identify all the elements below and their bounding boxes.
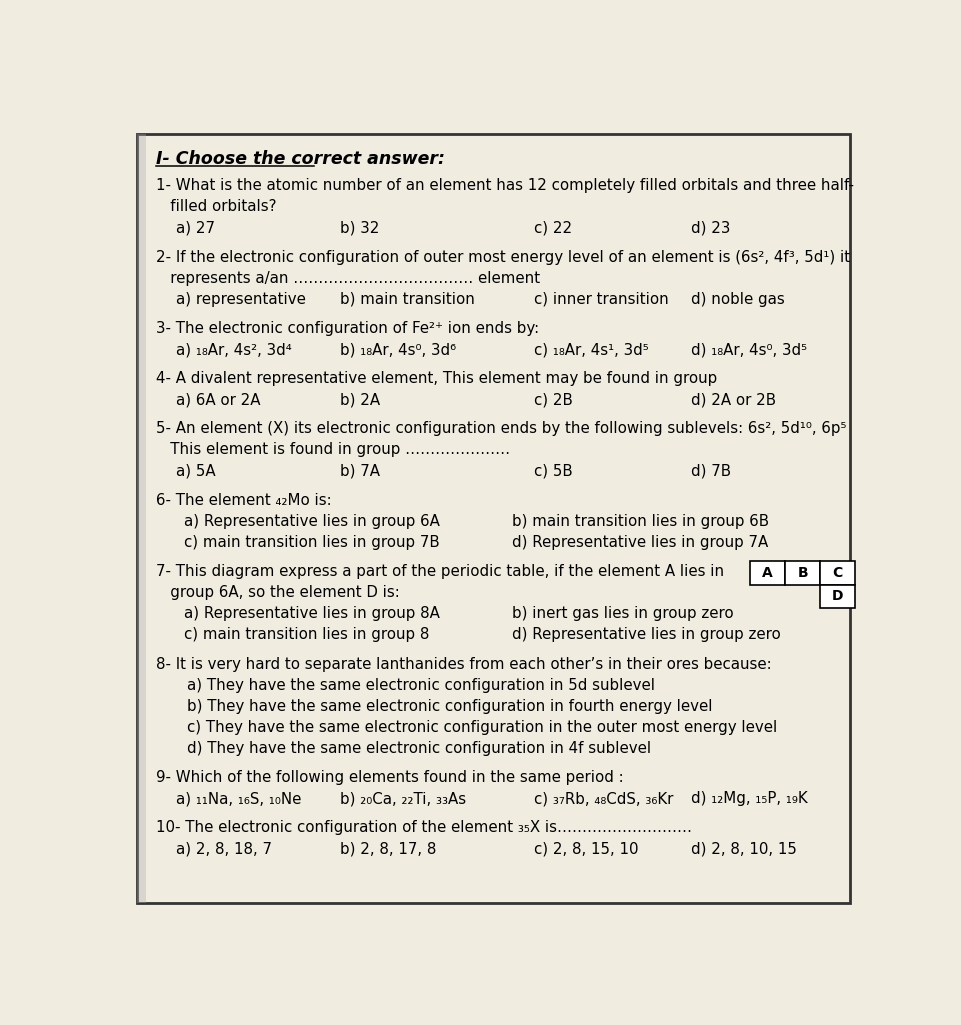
Text: a) 6A or 2A: a) 6A or 2A — [176, 393, 260, 407]
Text: D: D — [831, 589, 843, 604]
Text: b) inert gas lies in group zero: b) inert gas lies in group zero — [511, 607, 732, 621]
Text: a) 2, 8, 18, 7: a) 2, 8, 18, 7 — [176, 842, 272, 857]
Text: d) They have the same electronic configuration in 4f sublevel: d) They have the same electronic configu… — [187, 741, 651, 756]
Bar — [784, 561, 820, 584]
Text: B: B — [797, 566, 807, 580]
Text: 9- Which of the following elements found in the same period :: 9- Which of the following elements found… — [156, 770, 623, 785]
Text: c) 5B: c) 5B — [533, 463, 572, 479]
Text: b) 2, 8, 17, 8: b) 2, 8, 17, 8 — [340, 842, 436, 857]
Text: c) inner transition: c) inner transition — [533, 292, 668, 306]
Text: b) ₁₈Ar, 4s⁰, 3d⁶: b) ₁₈Ar, 4s⁰, 3d⁶ — [340, 342, 456, 357]
Text: d) 2A or 2B: d) 2A or 2B — [690, 393, 775, 407]
Text: c) They have the same electronic configuration in the outer most energy level: c) They have the same electronic configu… — [187, 720, 776, 735]
Text: represents a/an ……………………………… element: represents a/an ……………………………… element — [156, 271, 539, 286]
Text: b) 2A: b) 2A — [340, 393, 380, 407]
Text: 10- The electronic configuration of the element ₃₅X is………………………: 10- The electronic configuration of the … — [156, 820, 691, 835]
Text: d) Representative lies in group 7A: d) Representative lies in group 7A — [511, 535, 767, 550]
Text: a) ₁₈Ar, 4s², 3d⁴: a) ₁₈Ar, 4s², 3d⁴ — [176, 342, 291, 357]
Text: d) Representative lies in group zero: d) Representative lies in group zero — [511, 627, 779, 643]
Text: 6- The element ₄₂Mo is:: 6- The element ₄₂Mo is: — [156, 493, 332, 507]
Text: filled orbitals?: filled orbitals? — [156, 200, 276, 214]
Text: c) 2B: c) 2B — [533, 393, 573, 407]
Text: a) ₁₁Na, ₁₆S, ₁₀Ne: a) ₁₁Na, ₁₆S, ₁₀Ne — [176, 791, 301, 807]
Bar — [820, 584, 854, 608]
Text: d) 23: d) 23 — [690, 220, 729, 236]
Text: 4- A divalent representative element, This element may be found in group: 4- A divalent representative element, Th… — [156, 371, 717, 386]
Bar — [820, 561, 854, 584]
Text: I- Choose the correct answer:: I- Choose the correct answer: — [156, 150, 445, 168]
Text: d) 7B: d) 7B — [690, 463, 730, 479]
Text: a) 27: a) 27 — [176, 220, 215, 236]
Text: b) 7A: b) 7A — [340, 463, 380, 479]
Text: b) main transition lies in group 6B: b) main transition lies in group 6B — [511, 514, 768, 529]
Bar — [136, 134, 146, 903]
Bar — [750, 561, 784, 584]
Text: c) 22: c) 22 — [533, 220, 572, 236]
Text: 5- An element (X) its electronic configuration ends by the following sublevels: : 5- An element (X) its electronic configu… — [156, 421, 846, 437]
Text: c) 2, 8, 15, 10: c) 2, 8, 15, 10 — [533, 842, 638, 857]
Text: A: A — [762, 566, 773, 580]
Text: 8- It is very hard to separate lanthanides from each other’s in their ores becau: 8- It is very hard to separate lanthanid… — [156, 657, 771, 671]
Text: b) They have the same electronic configuration in fourth energy level: b) They have the same electronic configu… — [187, 699, 712, 713]
Text: c) main transition lies in group 7B: c) main transition lies in group 7B — [184, 535, 439, 550]
Text: c) main transition lies in group 8: c) main transition lies in group 8 — [184, 627, 429, 643]
Text: c) ₁₈Ar, 4s¹, 3d⁵: c) ₁₈Ar, 4s¹, 3d⁵ — [533, 342, 648, 357]
Text: d) ₁₂Mg, ₁₅P, ₁₉K: d) ₁₂Mg, ₁₅P, ₁₉K — [690, 791, 806, 807]
Text: a) Representative lies in group 8A: a) Representative lies in group 8A — [184, 607, 439, 621]
Text: b) ₂₀Ca, ₂₂Ti, ₃₃As: b) ₂₀Ca, ₂₂Ti, ₃₃As — [340, 791, 466, 807]
Text: 7- This diagram express a part of the periodic table, if the element A lies in: 7- This diagram express a part of the pe… — [156, 564, 724, 579]
Text: a) Representative lies in group 6A: a) Representative lies in group 6A — [184, 514, 439, 529]
Text: d) 2, 8, 10, 15: d) 2, 8, 10, 15 — [690, 842, 796, 857]
Text: group 6A, so the element D is:: group 6A, so the element D is: — [156, 585, 400, 601]
Text: d) ₁₈Ar, 4s⁰, 3d⁵: d) ₁₈Ar, 4s⁰, 3d⁵ — [690, 342, 806, 357]
Text: a) They have the same electronic configuration in 5d sublevel: a) They have the same electronic configu… — [187, 678, 654, 693]
Text: C: C — [832, 566, 842, 580]
Text: 2- If the electronic configuration of outer most energy level of an element is (: 2- If the electronic configuration of ou… — [156, 250, 850, 264]
Text: a) representative: a) representative — [176, 292, 306, 306]
Text: 3- The electronic configuration of Fe²⁺ ion ends by:: 3- The electronic configuration of Fe²⁺ … — [156, 321, 538, 336]
Text: 1- What is the atomic number of an element has 12 completely filled orbitals and: 1- What is the atomic number of an eleme… — [156, 178, 853, 194]
Text: a) 5A: a) 5A — [176, 463, 215, 479]
Text: d) noble gas: d) noble gas — [690, 292, 783, 306]
Text: b) 32: b) 32 — [340, 220, 380, 236]
Text: c) ₃₇Rb, ₄₈CdS, ₃₆Kr: c) ₃₇Rb, ₄₈CdS, ₃₆Kr — [533, 791, 673, 807]
Text: This element is found in group …………………: This element is found in group ………………… — [156, 443, 509, 457]
Text: b) main transition: b) main transition — [340, 292, 475, 306]
